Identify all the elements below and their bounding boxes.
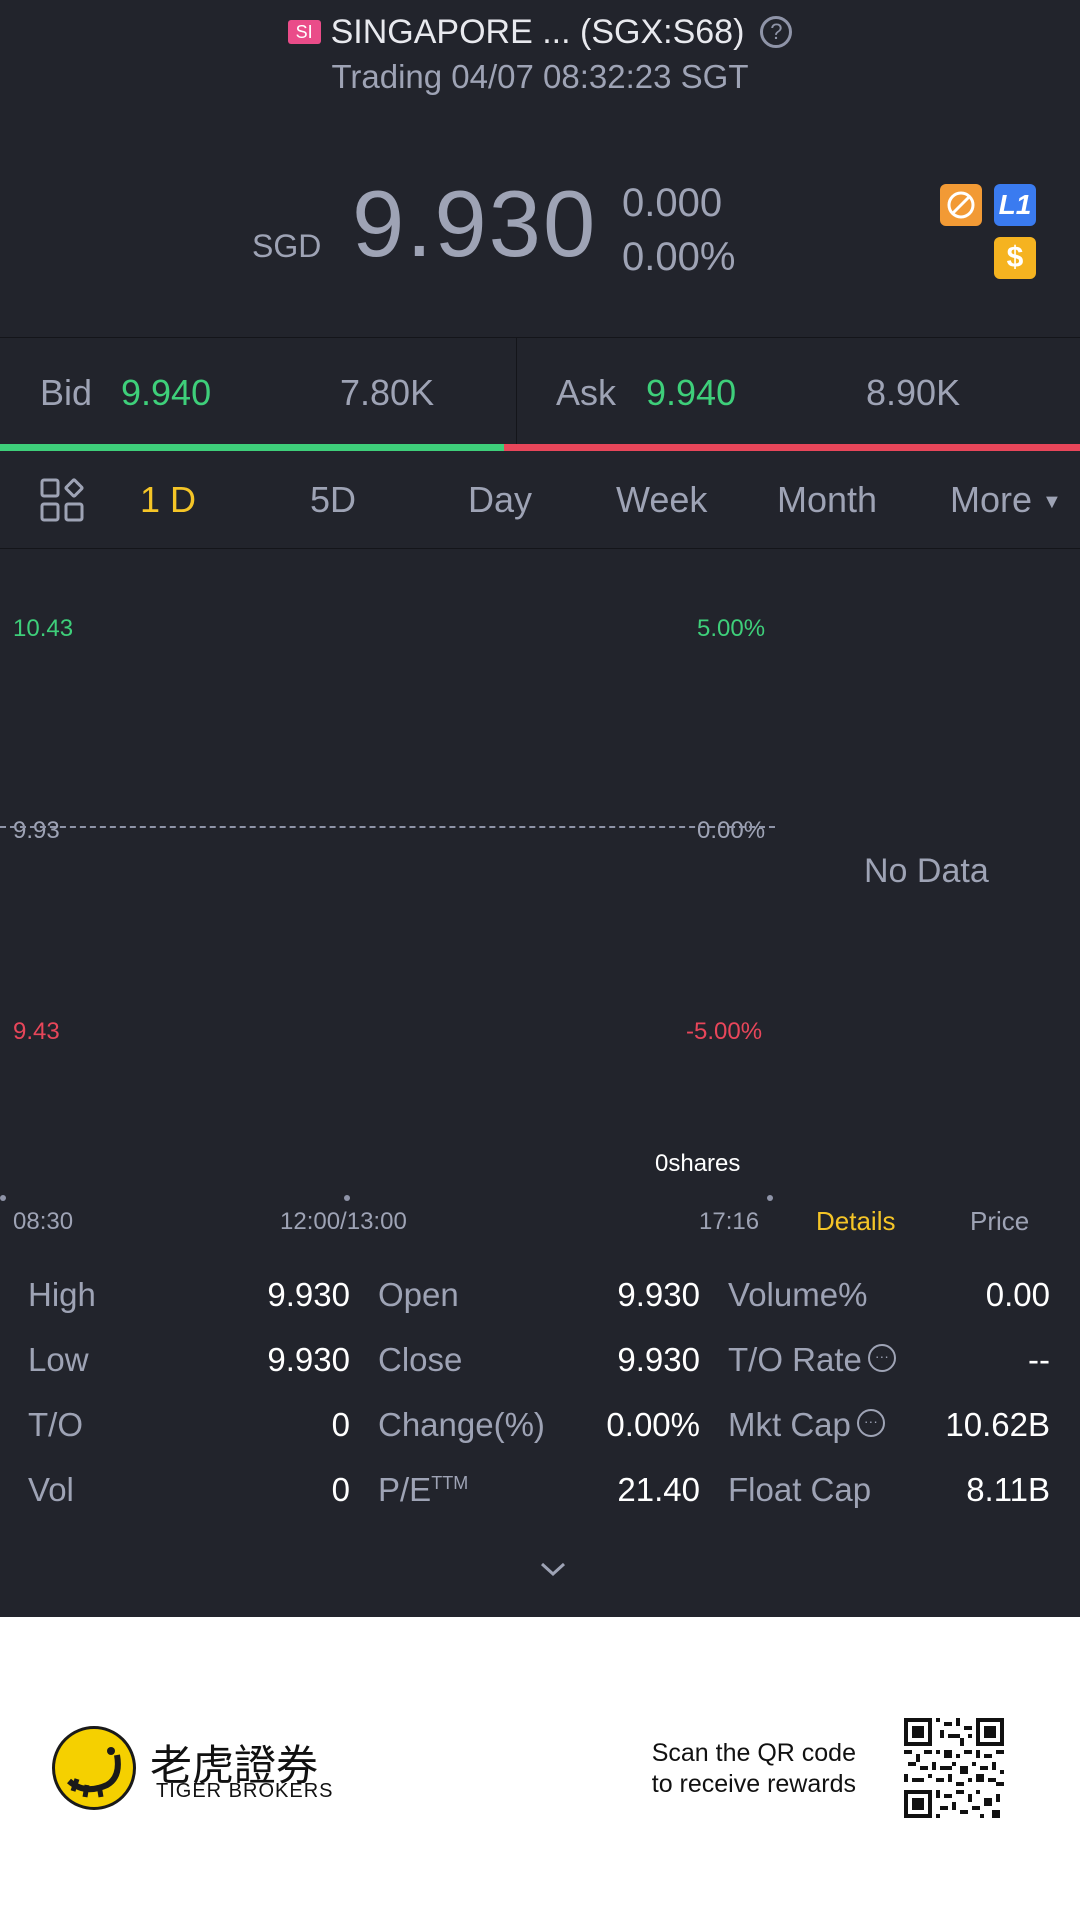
tab-5d[interactable]: 5D	[310, 479, 357, 520]
stat-change-value: 0.00%	[606, 1406, 700, 1443]
divider	[0, 337, 1080, 338]
ask-price: 9.940	[646, 372, 737, 413]
qr-prompt: Scan the QR code to receive rewards	[560, 1738, 856, 1800]
price-axis-mid: 9.93	[13, 817, 60, 844]
bid-ask-divider	[516, 337, 517, 445]
time-tick	[767, 1195, 773, 1201]
time-label-lunch: 12:00/13:00	[280, 1208, 407, 1235]
price-axis-high: 10.43	[13, 615, 74, 642]
bid-size: 7.80K	[340, 372, 435, 413]
brand-name-cn: 老虎證券	[150, 1741, 319, 1790]
help-icon[interactable]: ?	[760, 16, 793, 48]
volume-label: 0shares	[655, 1150, 741, 1177]
time-label-open: 08:30	[13, 1208, 74, 1235]
stat-pe-value: 21.40	[617, 1471, 700, 1508]
caret-down-icon: ▼	[1042, 490, 1062, 513]
stat-pe-text: P/E	[378, 1471, 432, 1508]
stat-low-label: Low	[28, 1341, 89, 1378]
info-more-icon[interactable]: ···	[867, 1344, 896, 1373]
brand-name-en: TIGER BROKERS	[156, 1780, 334, 1802]
bid-volume-bar	[0, 444, 504, 451]
no-shorting-icon[interactable]	[940, 184, 982, 226]
stat-close-label: Close	[378, 1341, 463, 1378]
tab-more[interactable]: More ▼	[950, 479, 1062, 521]
stat-volpct-label: Volume%	[728, 1276, 868, 1313]
stat-turnover-value: 0	[331, 1406, 350, 1443]
qr-code-icon[interactable]	[904, 1718, 1004, 1818]
bid-label: Bid	[40, 372, 93, 413]
expand-chevron-icon[interactable]	[536, 1558, 570, 1585]
stat-close-value: 9.930	[617, 1341, 700, 1378]
qr-prompt-line2: to receive rewards	[651, 1770, 856, 1798]
ask-volume-bar	[504, 444, 1080, 451]
ask-size: 8.90K	[866, 372, 961, 413]
pct-axis-mid: 0.00%	[697, 817, 766, 844]
info-more-icon[interactable]: ···	[856, 1409, 885, 1438]
prev-close-line	[0, 826, 775, 828]
tiger-logo-icon	[52, 1726, 136, 1810]
stat-high-label: High	[28, 1276, 96, 1313]
change-value: 0.000	[622, 181, 723, 225]
tab-details[interactable]: Details	[816, 1206, 896, 1236]
stat-mktcap-label: Mkt Cap ···	[728, 1406, 885, 1444]
tab-more-label: More	[950, 479, 1033, 520]
header-title-row: SI SINGAPORE ... (SGX:S68) ?	[0, 10, 1080, 54]
stat-pe-sup: TTM	[431, 1473, 469, 1493]
price-change: 0.000 0.00%	[622, 176, 735, 284]
ask-label: Ask	[556, 372, 617, 413]
stat-open-value: 9.930	[617, 1276, 700, 1313]
pct-axis-high: 5.00%	[697, 615, 766, 642]
pct-axis-low: -5.00%	[686, 1018, 763, 1045]
stat-change-label: Change(%)	[378, 1406, 545, 1443]
stat-torate-label: T/O Rate ···	[728, 1341, 896, 1379]
qr-prompt-line1: Scan the QR code	[651, 1739, 856, 1767]
stat-volpct-value: 0.00	[985, 1276, 1050, 1313]
stat-floatcap-value: 8.11B	[966, 1471, 1050, 1508]
tab-week[interactable]: Week	[616, 479, 708, 520]
prohibited-icon	[947, 191, 975, 219]
stat-open-label: Open	[378, 1276, 459, 1313]
stat-mktcap-text: Mkt Cap	[728, 1406, 851, 1443]
stat-high-value: 9.930	[267, 1276, 350, 1313]
stat-torate-text: T/O Rate	[728, 1341, 862, 1378]
exchange-badge: SI	[287, 20, 321, 44]
time-tick	[344, 1195, 350, 1201]
tab-price[interactable]: Price	[970, 1206, 1030, 1236]
currency-label: SGD	[252, 228, 322, 264]
level1-icon[interactable]: L1	[994, 184, 1036, 226]
divider	[0, 548, 1080, 549]
tab-day[interactable]: Day	[468, 479, 533, 520]
price-axis-low: 9.43	[13, 1018, 60, 1045]
time-tick	[0, 1195, 6, 1201]
app-screen: SI SINGAPORE ... (SGX:S68) ? Trading 04/…	[0, 0, 1080, 1617]
stat-turnover-label: T/O	[28, 1406, 83, 1443]
tab-1d[interactable]: 1 D	[140, 479, 197, 520]
no-data-label: No Data	[864, 852, 989, 890]
stat-torate-value: --	[1028, 1341, 1050, 1378]
stat-vol-value: 0	[331, 1471, 350, 1508]
bid-price: 9.940	[121, 372, 212, 413]
stat-floatcap-label: Float Cap	[728, 1471, 872, 1508]
stat-low-value: 9.930	[267, 1341, 350, 1378]
chart-layout-icon[interactable]	[40, 478, 84, 527]
tab-month[interactable]: Month	[777, 479, 878, 520]
stat-mktcap-value: 10.62B	[945, 1406, 1050, 1443]
stock-title[interactable]: SINGAPORE ... (SGX:S68)	[330, 12, 745, 51]
trading-status: Trading 04/07 08:32:23 SGT	[331, 58, 749, 95]
stat-pe-label: P/ETTM	[378, 1471, 468, 1509]
change-percent: 0.00%	[622, 235, 736, 279]
stat-vol-label: Vol	[28, 1471, 74, 1508]
time-label-close: 17:16	[699, 1208, 760, 1235]
last-price: 9.930	[352, 171, 598, 276]
dollar-icon[interactable]: $	[994, 237, 1036, 279]
